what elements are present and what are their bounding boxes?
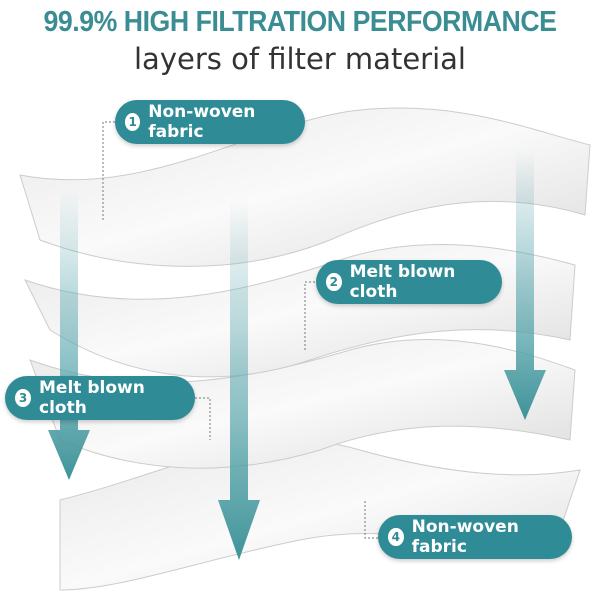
number-badge: 1 — [125, 113, 141, 131]
layer-3-text: Melt blown cloth — [39, 378, 145, 418]
layer-4-text: Non-woven fabric — [411, 517, 519, 557]
layer-4-label: 4 Non-woven fabric — [378, 515, 572, 559]
layer-2-label: 2 Melt blown cloth — [316, 260, 502, 304]
layer-2-text: Melt blown cloth — [349, 262, 456, 302]
number-badge: 2 — [326, 273, 342, 291]
arrow-down-icon — [218, 200, 260, 560]
arrow-down-icon — [48, 190, 90, 480]
arrow-down-icon — [504, 150, 546, 420]
headline: 99.9% HIGH FILTRATION PERFORMANCE — [43, 6, 557, 38]
number-badge: 4 — [388, 528, 404, 546]
layer-1-text: Non-woven fabric — [148, 102, 256, 142]
subheadline: layers of filter material — [134, 42, 466, 76]
number-badge: 3 — [15, 389, 32, 407]
layer-1-label: 1 Non-woven fabric — [115, 100, 305, 144]
layer-3-label: 3 Melt blown cloth — [5, 376, 195, 420]
airflow-arrows — [48, 150, 546, 560]
layer-1-sheet — [19, 107, 591, 267]
